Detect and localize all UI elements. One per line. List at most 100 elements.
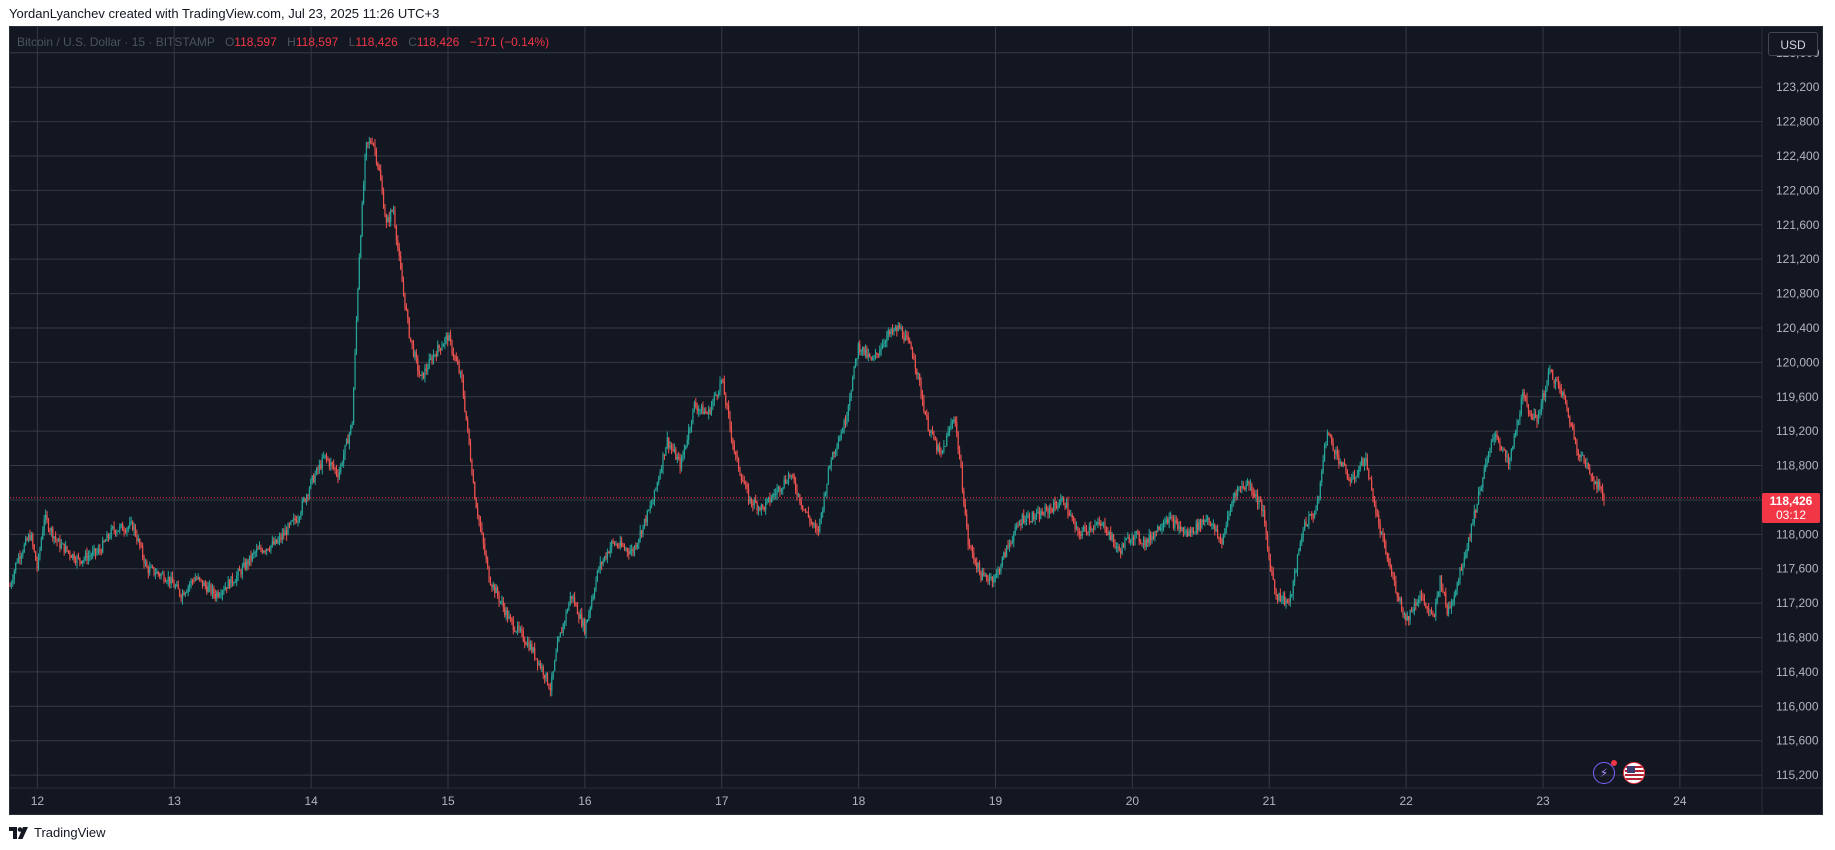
candle-body [157, 571, 159, 574]
candle-body [1349, 479, 1351, 482]
candle-body [1405, 613, 1407, 621]
candle-body [391, 210, 393, 212]
tradingview-footer[interactable]: TradingView [9, 825, 106, 840]
candle-body [756, 502, 758, 511]
candle-body [1440, 576, 1443, 588]
candle-body [129, 522, 131, 527]
notification-dot [1611, 760, 1617, 766]
candle-body [1006, 545, 1008, 557]
candle-body [1477, 491, 1480, 505]
candle-body [720, 379, 723, 382]
candle-body [151, 566, 154, 568]
candle-body [1304, 522, 1306, 531]
candle-body [1281, 600, 1283, 602]
price-axis[interactable]: 123,600123,200122,800122,400122,000121,6… [1761, 27, 1820, 814]
candle-body [159, 573, 161, 577]
candle-body [1078, 531, 1080, 535]
candle-body [1122, 543, 1125, 548]
candle-body [1155, 531, 1157, 533]
candle-body [588, 612, 590, 620]
candle-body [263, 551, 265, 553]
candle-body [549, 688, 551, 691]
candle-body [1339, 462, 1341, 464]
candle-body [823, 494, 825, 510]
candle-body [281, 533, 283, 540]
candle-body [765, 501, 767, 511]
candle-body [77, 556, 80, 558]
time-axis[interactable]: 12 13 14 15 16 17 18 19 20 21 22 23 24 [10, 787, 1822, 808]
candle-body [1467, 537, 1470, 549]
candle-body [99, 549, 101, 551]
candle-body [1030, 521, 1032, 523]
candle-body [200, 579, 202, 581]
candle-body [365, 142, 368, 157]
candle-body [1493, 437, 1495, 440]
candle-body [1557, 380, 1559, 386]
candle-body [29, 535, 31, 540]
candle-body [1323, 444, 1326, 461]
candle-body [638, 539, 640, 544]
candle-body [708, 409, 710, 414]
candle-body [1539, 412, 1541, 415]
candle-body [1255, 494, 1257, 497]
candle-body [834, 450, 837, 454]
candle-body [1158, 526, 1160, 531]
candle-body [482, 533, 484, 544]
candle-body [62, 543, 64, 545]
candle-body [1435, 602, 1437, 617]
candle-body [1148, 534, 1150, 543]
candle-body [457, 360, 459, 365]
candle-body [913, 355, 915, 361]
candle-body [1393, 577, 1396, 582]
candle-body [144, 561, 147, 564]
candle-body [474, 482, 476, 499]
candle-body [692, 408, 694, 423]
us-flag-icon[interactable] [1623, 762, 1645, 784]
candle-body [1264, 510, 1266, 524]
candle-body [23, 544, 25, 553]
candle-body [906, 335, 908, 337]
candle-body [196, 578, 198, 580]
y-tick-label: 123,200 [1776, 80, 1820, 94]
candle-body [532, 647, 534, 652]
candle-body [1403, 613, 1406, 615]
candle-body [595, 579, 597, 591]
candle-body [827, 468, 829, 484]
candle-body [120, 524, 122, 527]
candle-body [950, 423, 952, 429]
candle-body [901, 328, 904, 338]
candle-body [1165, 519, 1167, 523]
candle-body [290, 521, 292, 525]
candle-body [736, 454, 738, 458]
candle-body [83, 558, 85, 561]
candle-body [776, 489, 778, 494]
candle-body [59, 539, 61, 549]
currency-button[interactable]: USD [1768, 32, 1818, 56]
candle-body [1107, 532, 1109, 535]
candle-body [1008, 542, 1011, 546]
candle-body [214, 594, 216, 598]
candle-body [1363, 461, 1366, 466]
candle-body [987, 578, 989, 582]
candle-body [461, 371, 463, 380]
candle-body [1429, 610, 1431, 612]
candle-body [1201, 519, 1203, 528]
candle-body [991, 576, 993, 583]
candle-body [596, 570, 599, 580]
candle-body [1362, 458, 1364, 466]
candle-body [1406, 616, 1408, 621]
candle-body [1567, 408, 1569, 417]
x-tick-label: 13 [168, 794, 182, 808]
events-icon[interactable]: ⚡ [1593, 760, 1617, 784]
candle-body [780, 489, 782, 492]
x-tick-label: 23 [1536, 794, 1550, 808]
candle-body [1500, 445, 1502, 451]
candle-body [1038, 511, 1041, 520]
candle-body [927, 416, 929, 431]
candle-body [283, 533, 285, 536]
candle-body [477, 507, 479, 517]
candle-body [548, 684, 550, 689]
candle-body [787, 475, 790, 483]
candle-body [602, 560, 604, 565]
